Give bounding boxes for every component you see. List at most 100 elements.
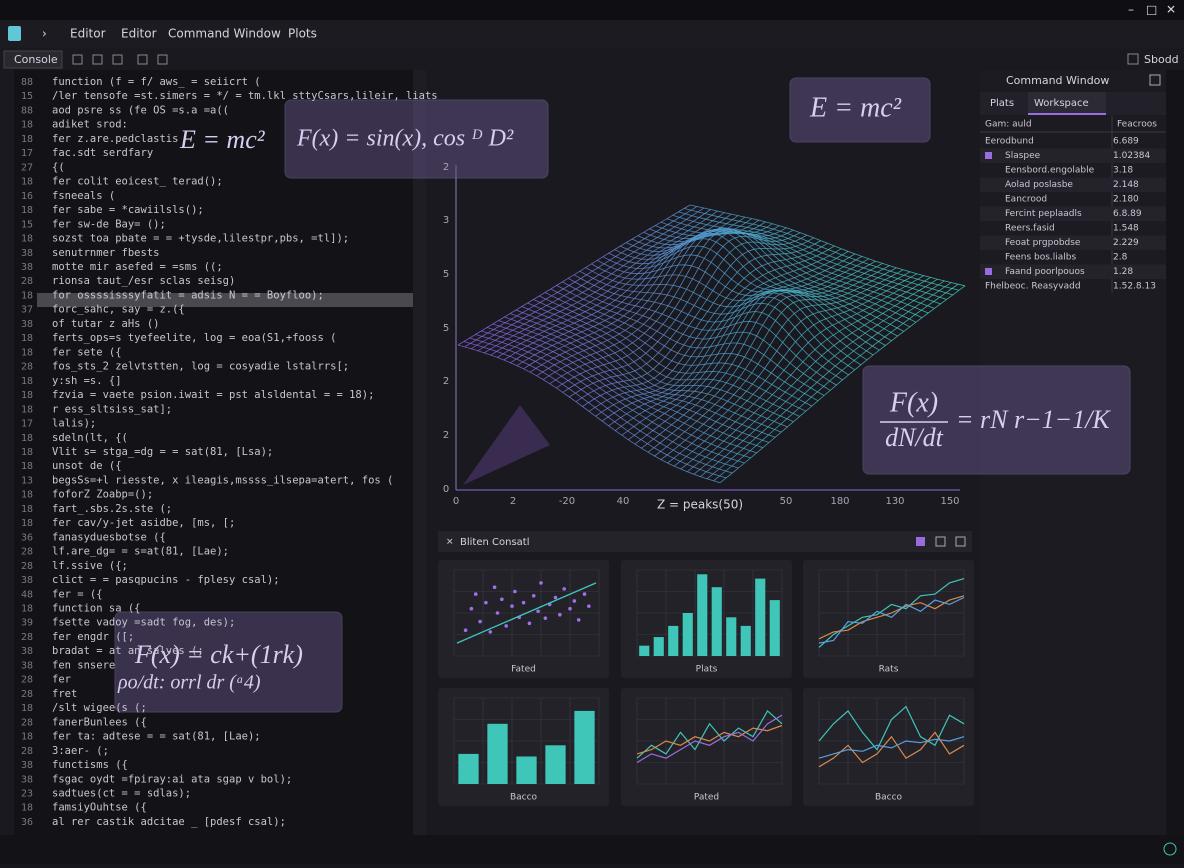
code-line: /ler tensofe =st.simers = */ = tm.lkl st… [52,90,438,102]
toolbar-right: Sbodd [1144,53,1179,66]
code-line: begsSs=+l riesste, x ileagis,mssss_ilsep… [52,474,393,486]
code-line: fer engdr ([; [52,631,134,643]
code-line: aod psre ss (fe OS =s.a =a(( [52,104,229,116]
series-line [636,709,783,759]
series-line [636,714,783,764]
code-line: lf.are_dg= = s=at(81, [Lae); [52,546,229,558]
table-row [980,235,1166,250]
code-line: fart_.sbs.2s.ste (; [52,503,172,515]
scatter-point [531,594,536,598]
table-row [980,206,1166,221]
variable-name[interactable]: Eerodbund [985,137,1034,147]
line-number: 18 [21,433,33,444]
editor [0,70,426,835]
active-tab[interactable] [1028,92,1106,115]
scatter-point [527,621,532,626]
workspace-tab[interactable]: Plats [990,98,1014,109]
mesh-line [637,228,911,328]
scatter-point [513,589,517,594]
table-row [980,177,1166,192]
mesh-line [608,251,849,427]
table-row [980,264,1166,279]
code-line: rionsa taut_/esr sclas seisg) [52,275,235,287]
code-line: fer cav/y-jet asidbe, [ms, [; [52,517,235,529]
mesh-line [626,229,898,337]
mini-chart [438,688,609,806]
panel-button[interactable] [955,536,966,547]
mesh-line [628,258,869,441]
menu-item[interactable]: Editor [70,27,106,41]
table-header: Gam: auld [985,120,1032,130]
menu-item[interactable]: Editor [121,27,157,41]
mesh-line [666,218,941,305]
mini-chart [621,688,792,806]
panel-layout-icon[interactable] [1149,74,1161,86]
variable-name[interactable]: Fercint peplaadls [1005,209,1082,219]
variable-value: 1.52.8.13 [1113,282,1156,292]
line-number: 18 [21,703,33,714]
variable-name[interactable]: Fhelbeoc. Reasyvadd [985,282,1081,292]
line-number: 18 [21,390,33,401]
status-icon[interactable] [1163,842,1177,856]
scatter-point [582,592,587,596]
console-tab[interactable] [3,50,63,69]
bar [653,637,664,656]
bar [639,645,650,656]
equation: ρo/dt: orrl dr (ᵃ4) [117,672,261,694]
scrollbar [413,70,426,835]
code-line: fer sw-de Bay= (); [52,218,166,230]
variable-name[interactable]: Eancrood [1005,195,1047,205]
variable-name[interactable]: Feoat prgpobdse [1005,238,1081,248]
activity-bar [0,70,14,835]
code-line: unsot de ({ [52,460,122,472]
variable-name[interactable]: Faand poorlpouos [1005,267,1085,277]
menu-item[interactable]: Command Window [168,27,281,41]
equation-box [862,365,1131,475]
mesh-line [621,256,863,436]
x-tick-label: 0 [453,496,459,507]
variable-name[interactable]: Slaspee [1005,151,1041,161]
equation-box [284,99,549,179]
workspace-tab[interactable]: Workspace [1034,98,1089,109]
mesh-line [579,270,849,376]
line-number: 18 [21,490,33,501]
code-line: bradat = at an salves (; [52,645,204,657]
panel-title: Bliten Consatl [460,537,529,548]
variable-name[interactable]: Eensbord.engolable [1005,166,1095,176]
line-number: 18 [21,120,33,131]
code-line: Vlit s= stga_=dg = = sat(81, [Lsa); [52,446,273,458]
line-number: 28 [21,276,33,287]
line-number: 36 [21,817,33,828]
title-bar [0,0,1184,20]
mesh-line [660,221,935,309]
close[interactable]: ✕ [1166,3,1176,17]
highlighted-line [37,293,413,307]
panel-button[interactable] [935,536,946,547]
menu-item[interactable]: Plots [288,27,317,41]
bar [711,587,722,656]
mesh-line [680,275,925,470]
panel-button[interactable] [916,537,925,546]
code-line: fer [52,674,71,686]
line-number: 38 [21,660,33,671]
minimize[interactable]: – [1128,3,1134,17]
variable-name[interactable]: Reers.fasid [1005,224,1055,234]
line-number: 18 [21,504,33,515]
line-number: 28 [21,547,33,558]
variable-name[interactable]: Aolad poslasbe [1005,180,1073,190]
maximize[interactable]: □ [1146,3,1157,17]
mesh-line [713,283,959,482]
checkbox[interactable] [1127,53,1139,65]
z-tick-label: 3 [443,215,449,226]
variable-name[interactable]: Feens bos.lialbs [1005,253,1077,263]
scatter-point [576,618,581,622]
code-line: fzvia = vaete psion.iwait = pst alsldent… [52,389,374,401]
mesh-line [672,214,947,300]
mesh-line [573,274,843,381]
chevron[interactable]: › [42,27,47,41]
console-tab-label[interactable]: Console [14,53,58,66]
scatter-point [521,600,526,605]
scatter-point [553,595,558,600]
